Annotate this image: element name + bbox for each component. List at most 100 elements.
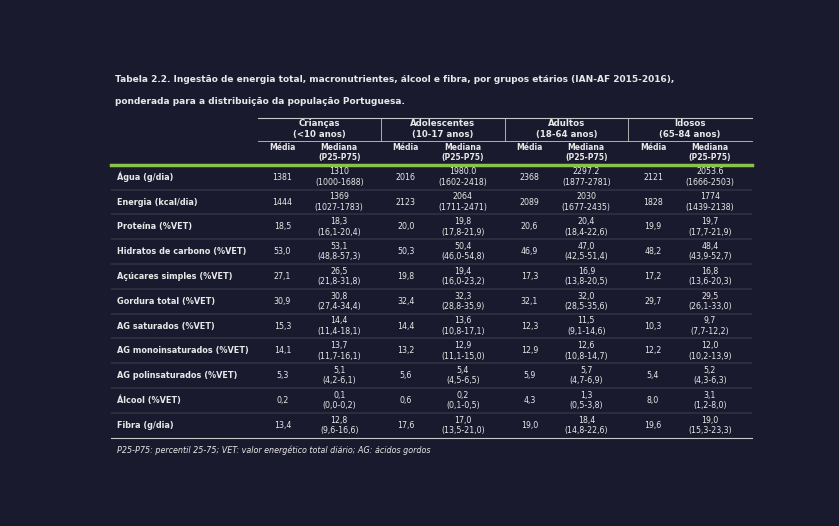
Text: 2123: 2123	[396, 197, 416, 207]
Text: AG monoinsaturados (%VET): AG monoinsaturados (%VET)	[117, 347, 248, 356]
Text: 12,8
(9,6-16,6): 12,8 (9,6-16,6)	[320, 416, 358, 435]
Text: 1310
(1000-1688): 1310 (1000-1688)	[315, 167, 363, 187]
Text: 47,0
(42,5-51,4): 47,0 (42,5-51,4)	[565, 242, 608, 261]
Text: Gordura total (%VET): Gordura total (%VET)	[117, 297, 215, 306]
Text: 5,6: 5,6	[399, 371, 412, 380]
Text: 13,6
(10,8-17,1): 13,6 (10,8-17,1)	[441, 316, 484, 336]
Text: Idosos
(65-84 anos): Idosos (65-84 anos)	[659, 119, 721, 139]
Text: Tabela 2.2. Ingestão de energia total, macronutrientes, álcool e fibra, por grup: Tabela 2.2. Ingestão de energia total, m…	[115, 75, 674, 84]
Text: Mediana
(P25-P75): Mediana (P25-P75)	[318, 143, 361, 162]
Text: 8,0: 8,0	[647, 396, 659, 405]
Text: 2053.6
(1666-2503): 2053.6 (1666-2503)	[685, 167, 734, 187]
Text: 0,6: 0,6	[399, 396, 412, 405]
Text: 5,3: 5,3	[276, 371, 289, 380]
Text: 19,0: 19,0	[521, 421, 538, 430]
Text: 29,7: 29,7	[644, 297, 662, 306]
Text: 1980.0
(1602-2418): 1980.0 (1602-2418)	[439, 167, 487, 187]
Text: 13,4: 13,4	[274, 421, 291, 430]
Text: 20,6: 20,6	[521, 222, 538, 231]
Text: 11,5
(9,1-14,6): 11,5 (9,1-14,6)	[567, 316, 606, 336]
Text: 5,1
(4,2-6,1): 5,1 (4,2-6,1)	[322, 366, 356, 386]
Text: 1381: 1381	[273, 173, 292, 181]
Text: 53,1
(48,8-57,3): 53,1 (48,8-57,3)	[317, 242, 361, 261]
Text: 53,0: 53,0	[274, 247, 291, 256]
Text: 12,3: 12,3	[521, 321, 538, 330]
Text: 12,6
(10,8-14,7): 12,6 (10,8-14,7)	[565, 341, 608, 361]
Text: 30,8
(27,4-34,4): 30,8 (27,4-34,4)	[317, 291, 361, 311]
Text: Média: Média	[393, 143, 420, 151]
Text: 0,1
(0,0-0,2): 0,1 (0,0-0,2)	[322, 391, 356, 410]
Text: 18,5: 18,5	[274, 222, 291, 231]
Text: 17,2: 17,2	[644, 272, 662, 281]
Text: 10,3: 10,3	[644, 321, 662, 330]
Text: 2030
(1677-2435): 2030 (1677-2435)	[562, 193, 611, 211]
Text: ponderada para a distribuição da população Portuguesa.: ponderada para a distribuição da populaç…	[115, 97, 404, 106]
Text: 2089: 2089	[519, 197, 539, 207]
Text: 12,0
(10,2-13,9): 12,0 (10,2-13,9)	[688, 341, 732, 361]
Text: 48,4
(43,9-52,7): 48,4 (43,9-52,7)	[688, 242, 732, 261]
Text: 29,5
(26,1-33,0): 29,5 (26,1-33,0)	[688, 291, 732, 311]
Text: AG polinsaturados (%VET): AG polinsaturados (%VET)	[117, 371, 237, 380]
Text: Média: Média	[640, 143, 666, 151]
Text: 17,0
(13,5-21,0): 17,0 (13,5-21,0)	[441, 416, 485, 435]
Text: 12,9: 12,9	[521, 347, 538, 356]
Text: 2368: 2368	[519, 173, 539, 181]
Text: Mediana
(P25-P75): Mediana (P25-P75)	[689, 143, 731, 162]
Text: 18,3
(16,1-20,4): 18,3 (16,1-20,4)	[317, 217, 361, 237]
Text: 5,4: 5,4	[647, 371, 659, 380]
Text: 17,6: 17,6	[397, 421, 414, 430]
Text: 26,5
(21,8-31,8): 26,5 (21,8-31,8)	[317, 267, 361, 286]
Text: 2064
(1711-2471): 2064 (1711-2471)	[438, 193, 487, 211]
Text: 19,8: 19,8	[398, 272, 414, 281]
Text: 5,7
(4,7-6,9): 5,7 (4,7-6,9)	[570, 366, 603, 386]
Text: 16,8
(13,6-20,3): 16,8 (13,6-20,3)	[688, 267, 732, 286]
Text: 19,6: 19,6	[644, 421, 662, 430]
Text: 1774
(1439-2138): 1774 (1439-2138)	[685, 193, 734, 211]
Text: 2016: 2016	[396, 173, 416, 181]
Text: 27,1: 27,1	[274, 272, 291, 281]
Text: 4,3: 4,3	[524, 396, 535, 405]
Text: Média: Média	[269, 143, 295, 151]
Text: 1444: 1444	[273, 197, 292, 207]
Text: 2121: 2121	[643, 173, 663, 181]
Text: 14,1: 14,1	[274, 347, 291, 356]
Text: 16,9
(13,8-20,5): 16,9 (13,8-20,5)	[565, 267, 608, 286]
Text: 30,9: 30,9	[274, 297, 291, 306]
Text: 1828: 1828	[644, 197, 663, 207]
Text: 50,3: 50,3	[397, 247, 414, 256]
Text: 19,8
(17,8-21,9): 19,8 (17,8-21,9)	[441, 217, 484, 237]
Text: 12,2: 12,2	[644, 347, 662, 356]
Text: 19,9: 19,9	[644, 222, 662, 231]
Text: 3,1
(1,2-8,0): 3,1 (1,2-8,0)	[693, 391, 727, 410]
Text: 48,2: 48,2	[644, 247, 662, 256]
Text: Mediana
(P25-P75): Mediana (P25-P75)	[565, 143, 607, 162]
Text: 5,2
(4,3-6,3): 5,2 (4,3-6,3)	[693, 366, 727, 386]
Text: 46,9: 46,9	[521, 247, 538, 256]
Text: Açúcares simples (%VET): Açúcares simples (%VET)	[117, 272, 232, 281]
Text: 32,4: 32,4	[397, 297, 414, 306]
Text: 20,0: 20,0	[397, 222, 414, 231]
Text: 50,4
(46,0-54,8): 50,4 (46,0-54,8)	[441, 242, 484, 261]
Text: Água (g/dia): Água (g/dia)	[117, 172, 173, 183]
Text: 17,3: 17,3	[521, 272, 538, 281]
Text: 32,0
(28,5-35,6): 32,0 (28,5-35,6)	[565, 291, 608, 311]
Text: 1,3
(0,5-3,8): 1,3 (0,5-3,8)	[570, 391, 603, 410]
Text: 12,9
(11,1-15,0): 12,9 (11,1-15,0)	[441, 341, 485, 361]
Text: Álcool (%VET): Álcool (%VET)	[117, 396, 180, 406]
Text: Fibra (g/dia): Fibra (g/dia)	[117, 421, 173, 430]
Text: Média: Média	[516, 143, 543, 151]
Text: 2297.2
(1877-2781): 2297.2 (1877-2781)	[562, 167, 611, 187]
Text: P25-P75: percentil 25-75; VET: valor energético total diário; AG: ácidos gordos: P25-P75: percentil 25-75; VET: valor ene…	[117, 445, 430, 454]
Text: 32,3
(28,8-35,9): 32,3 (28,8-35,9)	[441, 291, 484, 311]
Text: 5,4
(4,5-6,5): 5,4 (4,5-6,5)	[446, 366, 480, 386]
Text: 14,4
(11,4-18,1): 14,4 (11,4-18,1)	[317, 316, 361, 336]
Text: AG saturados (%VET): AG saturados (%VET)	[117, 321, 214, 330]
Text: 19,4
(16,0-23,2): 19,4 (16,0-23,2)	[441, 267, 485, 286]
Text: Hidratos de carbono (%VET): Hidratos de carbono (%VET)	[117, 247, 246, 256]
Text: 32,1: 32,1	[521, 297, 538, 306]
Text: 5,9: 5,9	[524, 371, 535, 380]
Text: Mediana
(P25-P75): Mediana (P25-P75)	[441, 143, 484, 162]
Text: Adolescentes
(10-17 anos): Adolescentes (10-17 anos)	[410, 119, 476, 139]
Text: Crianças
(<10 anos): Crianças (<10 anos)	[293, 119, 346, 139]
Text: Proteína (%VET): Proteína (%VET)	[117, 222, 191, 231]
